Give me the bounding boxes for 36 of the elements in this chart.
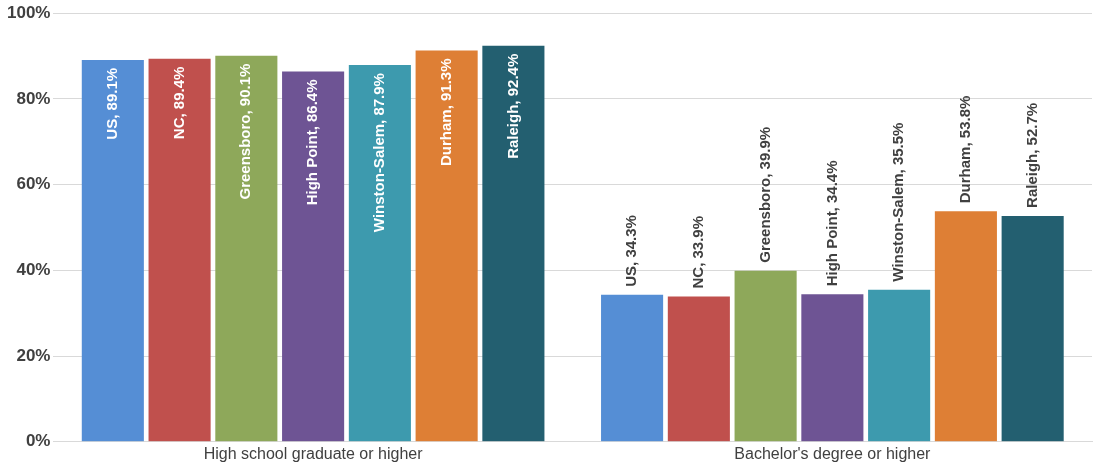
data-label: NC, 89.4% <box>169 66 187 140</box>
y-tick-label: 60% <box>16 174 51 194</box>
data-label: Raleigh, 52.7% <box>1022 102 1040 208</box>
x-tick-label: Bachelor's degree or higher <box>734 444 932 462</box>
bar <box>215 55 278 442</box>
bar <box>148 58 211 442</box>
data-label: High Point, 34.4% <box>822 160 840 287</box>
y-tick-label: 80% <box>16 88 51 108</box>
y-tick-label: 0% <box>25 431 51 451</box>
bar <box>868 289 931 442</box>
data-label: High Point, 86.4% <box>303 79 321 206</box>
data-label: US, 34.3% <box>622 215 640 287</box>
bar <box>1001 215 1064 442</box>
x-tick-label: High school graduate or higher <box>203 444 424 462</box>
data-label: Durham, 91.3% <box>436 58 454 167</box>
data-label: US, 89.1% <box>102 67 120 140</box>
data-label: Winston-Salem, 87.9% <box>370 73 388 233</box>
bar <box>934 211 997 442</box>
data-label: Greensboro, 90.1% <box>236 63 254 200</box>
data-label: Greensboro, 39.9% <box>755 126 773 263</box>
bar <box>734 270 797 442</box>
data-label: Durham, 53.8% <box>956 95 974 204</box>
data-label: Winston-Salem, 35.5% <box>889 122 907 282</box>
bar <box>348 65 411 442</box>
y-tick-label: 40% <box>16 260 51 280</box>
bar <box>282 71 345 442</box>
bar <box>601 294 664 442</box>
bar <box>415 50 478 442</box>
y-tick-label: 100% <box>7 2 51 22</box>
y-tick-label: 20% <box>16 345 51 365</box>
data-label: NC, 33.9% <box>688 215 706 289</box>
data-label: Raleigh, 92.4% <box>503 53 521 159</box>
bar <box>667 296 730 442</box>
bar <box>801 294 864 442</box>
bar <box>482 45 545 442</box>
bar <box>81 59 144 442</box>
